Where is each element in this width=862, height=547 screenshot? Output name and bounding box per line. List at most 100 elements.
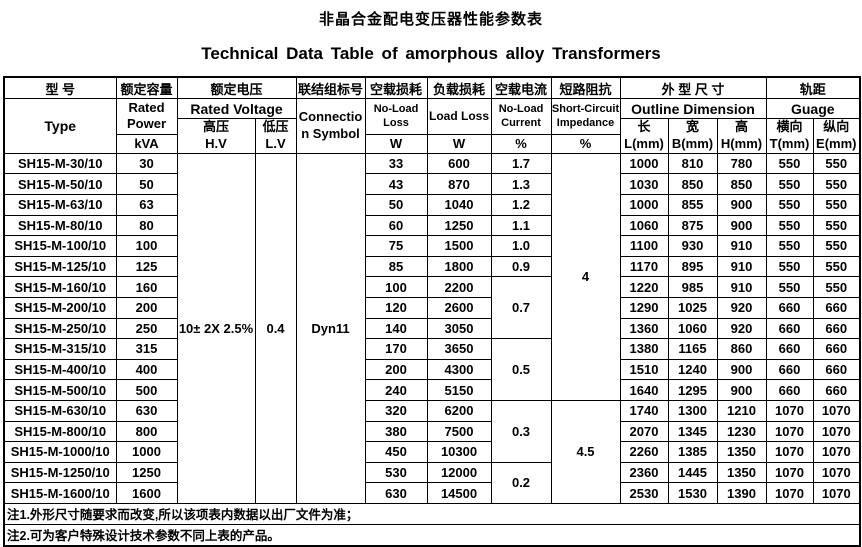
- table-cell: 1070: [765, 482, 814, 504]
- table-cell: 920: [716, 296, 767, 319]
- table-row: SH15-M-100/10 100 75 1500 1.0 1100 930 910 550 55…: [3, 235, 861, 257]
- table-cell: 910: [716, 255, 767, 278]
- table-cell: 550: [812, 214, 861, 237]
- table-cell: 660: [812, 317, 861, 340]
- table-cell: 780: [716, 152, 767, 175]
- table-cell: 1165: [667, 338, 718, 360]
- table-cell: 660: [765, 317, 814, 340]
- table-cell: 1380: [619, 338, 669, 360]
- table-cell: 380: [364, 420, 428, 443]
- table-cell: SH15-M-630/10: [3, 399, 117, 422]
- table-cell: 1060: [667, 317, 718, 340]
- table-cell: 900: [716, 193, 767, 216]
- table-cell: 50: [115, 173, 178, 195]
- table-cell: 3050: [426, 317, 492, 340]
- table-row: SH15-M-315/10 315 170 3650 0.5 1380 1165 860 660…: [3, 338, 861, 401]
- table-row: SH15-M-125/10 125 85 1800 0.9 1170 895 910 550 55…: [3, 255, 861, 278]
- table-cell: 320: [364, 399, 428, 422]
- table-row: SH15-M-50/10 50 43 870 1.3 1030 850 850 550 550: [3, 173, 861, 195]
- table-cell: 550: [765, 214, 814, 237]
- table-cell: 870: [426, 173, 492, 195]
- table-row: SH15-M-80/10 80 60 1250 1.1 1060 875 900 550 550: [3, 214, 861, 237]
- table-cell: 660: [765, 379, 814, 401]
- table-cell: 1360: [619, 317, 669, 340]
- table-cell: 1290: [619, 296, 669, 319]
- table-cell: SH15-M-160/10: [3, 276, 117, 298]
- table-cell: 1510: [619, 358, 669, 381]
- table-cell: 200: [364, 358, 428, 381]
- table-cell: 10± 2X 2.5%: [176, 152, 256, 504]
- table-cell: 1295: [667, 379, 718, 401]
- table-cell: 550: [765, 235, 814, 257]
- header-rated-power-en: Rated Power: [115, 98, 178, 135]
- table-cell: SH15-M-315/10: [3, 338, 117, 360]
- page-title-chinese: 非晶合金配电变压器性能参数表: [318, 11, 543, 28]
- table-row: SH15-M-1250/10 1250 530 12000 0.2 2360 1445 135…: [3, 461, 861, 504]
- header-noload-current-zh: 空载电流: [490, 76, 552, 99]
- header-noload-loss-line2: Loss: [383, 117, 409, 130]
- table-cell: 850: [667, 173, 718, 195]
- header-load-loss-unit: W: [426, 133, 492, 154]
- table-cell: 400: [115, 358, 178, 381]
- table-cell: 0.5: [490, 338, 552, 401]
- header-width-en: B(mm): [671, 135, 714, 151]
- table-cell: 140: [364, 317, 428, 340]
- table-cell: 160: [115, 276, 178, 298]
- table-cell: SH15-M-30/10: [3, 152, 117, 175]
- header-impedance-line2: Impedance: [556, 117, 615, 130]
- header-load-loss-zh: 负载损耗: [426, 76, 492, 99]
- table-cell: 1445: [667, 461, 718, 484]
- table-row: SH15-M-630/10 630 320 6200 0.3 4.5 1740 1300 121…: [3, 399, 861, 504]
- table-cell: 1345: [667, 420, 718, 443]
- header-guage-t-zh: 横向: [776, 119, 803, 134]
- header-guage-e-en: E(mm): [816, 135, 857, 151]
- table-cell: 43: [364, 173, 428, 195]
- table-body: SH15-M-30/10 30 10± 2X 2.5% 0.4 Dyn11 33 600 1.…: [3, 152, 861, 504]
- table-cell: SH15-M-1600/10: [3, 482, 117, 504]
- header-width-zh: 宽: [686, 119, 700, 134]
- table-cell: 1300: [667, 399, 718, 422]
- table-cell: 1060: [619, 214, 669, 237]
- table-cell: 1240: [667, 358, 718, 381]
- table-cell: SH15-M-500/10: [3, 379, 117, 401]
- header-height: 高 H(mm): [716, 118, 767, 154]
- table-cell: 1350: [716, 441, 767, 463]
- header-connection-zh: 联结组标号: [295, 76, 366, 99]
- header-noload-current-unit: %: [490, 133, 552, 154]
- table-row: SH15-M-30/10 30 10± 2X 2.5% 0.4 Dyn11 33 600 1.…: [3, 152, 861, 504]
- header-height-en: H(mm): [720, 135, 763, 151]
- header-row-chinese: 型 号 额定容量 额定电压 联结组标号 空载损耗 负载损耗 空载电流 短路阻抗 …: [3, 76, 861, 99]
- table-cell: 60: [364, 214, 428, 237]
- table-cell: 1.3: [490, 173, 552, 195]
- table-cell: 85: [364, 255, 428, 278]
- table-cell: 1070: [812, 420, 861, 443]
- header-type-zh: 型 号: [3, 76, 117, 99]
- table-cell: 660: [812, 338, 861, 360]
- header-row-english: Type Rated Power Rated Voltage Connectio…: [3, 98, 861, 154]
- table-cell: 1250: [426, 214, 492, 237]
- table-cell: 2200: [426, 276, 492, 298]
- table-cell: 550: [765, 152, 814, 175]
- table-row: SH15-M-800/10 800 380 7500 2070 1345 1230 1070 1…: [3, 420, 861, 443]
- table-cell: 900: [716, 358, 767, 381]
- table-cell: 2530: [619, 482, 669, 504]
- header-outline-en: Outline Dimension: [619, 98, 767, 119]
- table-cell: 4300: [426, 358, 492, 381]
- header-connection-line1: Connectio: [298, 109, 363, 124]
- header-noload-current-line2: Current: [501, 117, 541, 130]
- table-cell: SH15-M-800/10: [3, 420, 117, 443]
- table-cell: 660: [812, 379, 861, 401]
- table-row: SH15-M-63/10 63 50 1040 1.2 1000 855 900 550 550: [3, 193, 861, 216]
- table-cell: 900: [716, 214, 767, 237]
- header-rated-power-line2: Power: [126, 116, 166, 132]
- table-cell: 550: [812, 152, 861, 175]
- table-cell: 1600: [115, 482, 178, 504]
- header-noload-loss-zh: 空载损耗: [364, 76, 428, 99]
- table-cell: 600: [426, 152, 492, 175]
- page-title-english: Technical Data Table of amorphous alloy …: [201, 44, 661, 63]
- table-cell: 63: [115, 193, 178, 216]
- table-cell: 1230: [716, 420, 767, 443]
- header-width: 宽 B(mm): [667, 118, 718, 154]
- header-rated-voltage-zh: 额定电压: [176, 76, 297, 99]
- header-length: 长 L(mm): [619, 118, 669, 154]
